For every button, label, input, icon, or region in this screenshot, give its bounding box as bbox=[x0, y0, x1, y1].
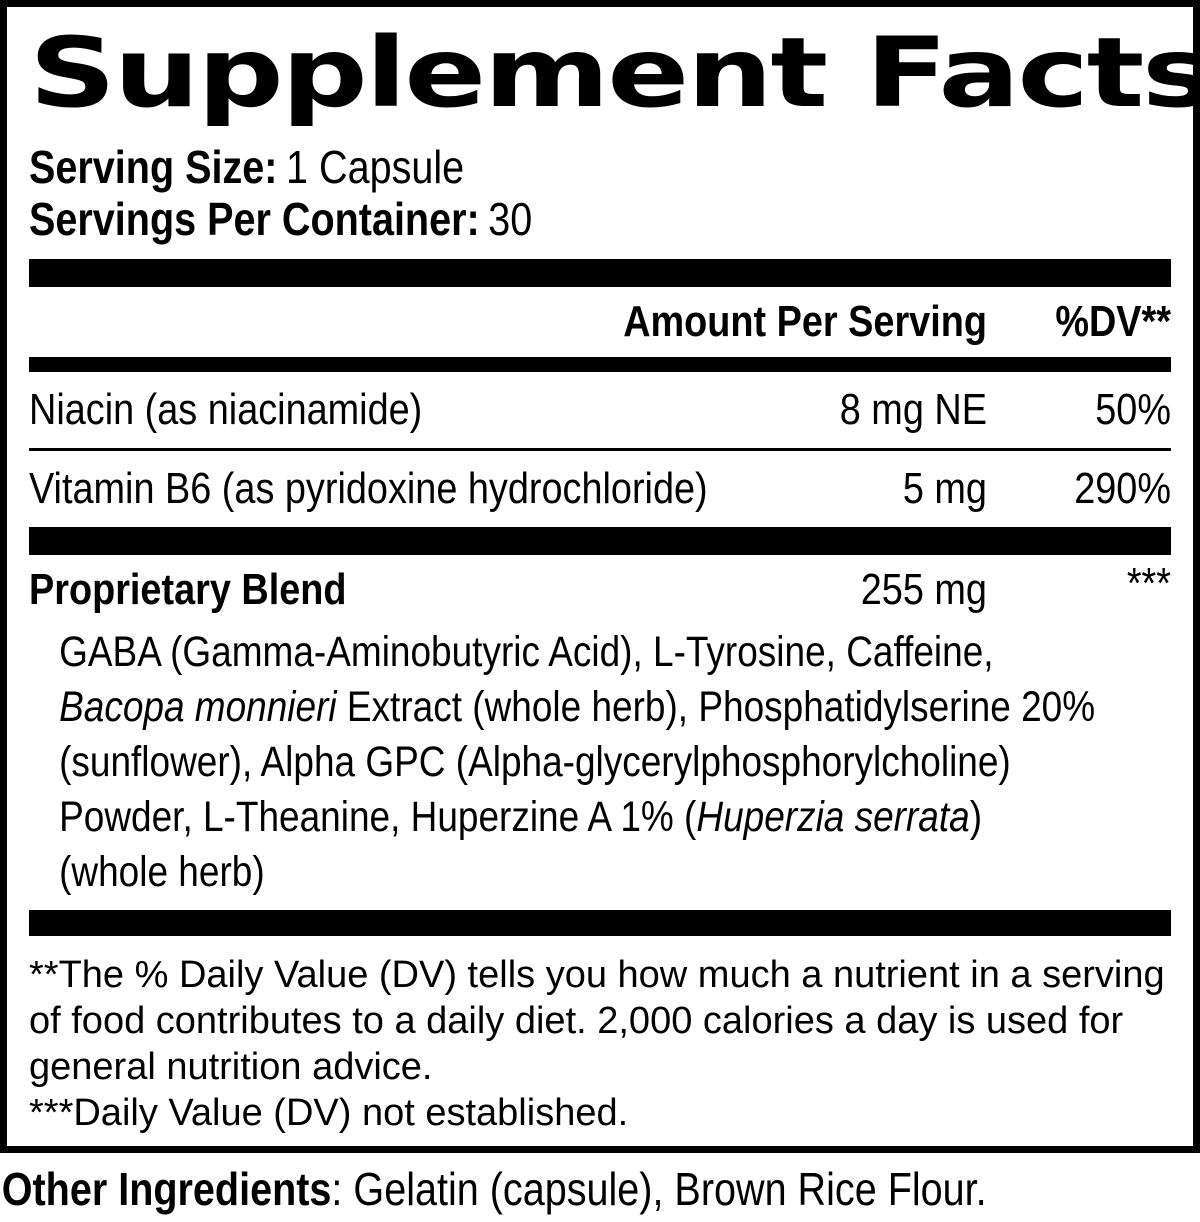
blend-dv: *** bbox=[1126, 559, 1171, 608]
blend-amount: 255 mg bbox=[860, 565, 987, 614]
other-ingredients-value: : Gelatin (capsule), Brown Rice Flour. bbox=[331, 1163, 987, 1215]
divider-bar-footnote bbox=[29, 910, 1171, 936]
blend-name: Proprietary Blend bbox=[29, 565, 347, 614]
percent-dv-header: %DV** bbox=[1055, 297, 1171, 346]
table-row-vitamin-b6: Vitamin B6 (as pyridoxine hydrochloride)… bbox=[29, 451, 1171, 527]
dv-not-established-note: ***Daily Value (DV) not established. bbox=[29, 1092, 629, 1134]
table-row-proprietary-blend: Proprietary Blend 255 mg *** bbox=[29, 555, 1171, 625]
amount-per-serving-header: Amount Per Serving bbox=[623, 297, 987, 346]
servings-per-container-line: Servings Per Container: 30 bbox=[29, 193, 1171, 245]
facts-box: Supplement Facts Serving Size: 1 Capsule … bbox=[0, 0, 1200, 1153]
table-row-niacin: Niacin (as niacinamide) 8 mg NE 50% bbox=[29, 372, 1171, 448]
blend-ingredients: GABA (Gamma-Aminobutyric Acid), L-Tyrosi… bbox=[29, 625, 1171, 900]
blend-ingredient-line: GABA (Gamma-Aminobutyric Acid), L-Tyrosi… bbox=[59, 628, 994, 676]
divider-bar-header bbox=[29, 357, 1171, 372]
serving-size-value: 1 Capsule bbox=[286, 141, 465, 193]
divider-bar-top bbox=[29, 259, 1171, 287]
blend-ingredient-line: Bacopa monnieri Extract (whole herb), Ph… bbox=[59, 683, 1096, 731]
other-ingredients-line: Other Ingredients: Gelatin (capsule), Br… bbox=[0, 1163, 1200, 1215]
servings-per-container-label: Servings Per Container: bbox=[29, 193, 480, 245]
nutrient-name: Vitamin B6 (as pyridoxine hydrochloride) bbox=[29, 464, 708, 513]
nutrient-amount: 8 mg NE bbox=[839, 385, 987, 434]
column-header-row: Amount Per Serving %DV** bbox=[29, 287, 1171, 357]
row-divider bbox=[29, 448, 1171, 451]
footnotes: **The % Daily Value (DV) tells you how m… bbox=[29, 952, 1171, 1136]
other-ingredients-label: Other Ingredients bbox=[1, 1163, 332, 1215]
servings-per-container-value: 30 bbox=[488, 193, 533, 245]
serving-size-line: Serving Size: 1 Capsule bbox=[29, 141, 1171, 193]
blend-ingredient-line: (whole herb) bbox=[59, 848, 265, 896]
nutrient-dv: 50% bbox=[1095, 385, 1171, 434]
serving-info: Serving Size: 1 Capsule Servings Per Cont… bbox=[29, 141, 1171, 245]
panel-title: Supplement Facts bbox=[29, 17, 1200, 129]
nutrient-amount: 5 mg bbox=[902, 464, 987, 513]
nutrient-name: Niacin (as niacinamide) bbox=[29, 385, 423, 434]
daily-value-note: **The % Daily Value (DV) tells you how m… bbox=[29, 954, 1165, 1088]
blend-ingredient-line: Powder, L-Theanine, Huperzine A 1% (Hupe… bbox=[59, 793, 983, 841]
blend-ingredient-line: (sunflower), Alpha GPC (Alpha-glycerylph… bbox=[59, 738, 1011, 786]
serving-size-label: Serving Size: bbox=[29, 141, 278, 193]
divider-bar-blend bbox=[29, 527, 1171, 555]
nutrient-dv: 290% bbox=[1074, 464, 1171, 513]
